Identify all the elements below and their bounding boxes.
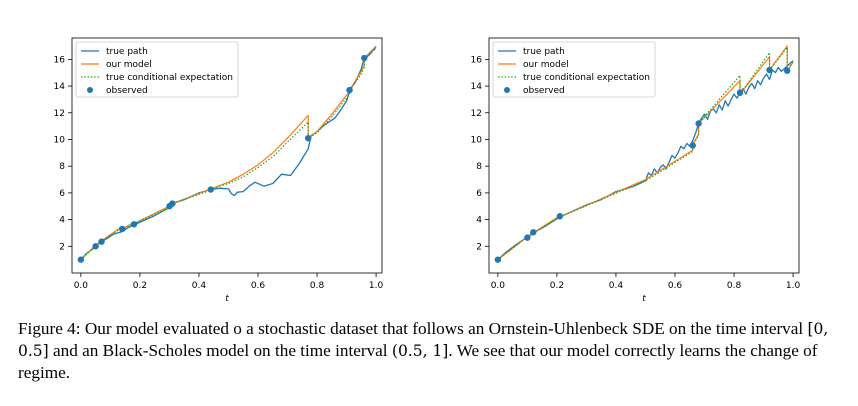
caption-part1: Our model evaluated o a stochastic datas… — [84, 319, 804, 338]
x-tick-label: 0.8 — [310, 281, 325, 291]
x-tick-label: 0.8 — [727, 281, 742, 291]
chart-panel-1: 0.0 0.2 0.4 0.6 0.8 1.0 2 4 6 8 10 12 14 16 t true path… — [54, 37, 384, 304]
legend: true path our model true conditional expec… — [75, 41, 239, 98]
legend-box — [492, 41, 656, 98]
x-axis-label: t — [225, 294, 229, 304]
y-tick-label: 2 — [476, 242, 482, 252]
figure-panels: 0.0 0.2 0.4 0.6 0.8 1.0 2 4 6 8 10 12 14 16 t true path… — [54, 37, 801, 304]
observed-point — [783, 67, 791, 74]
caption-part3: . We see that our model correctly learns… — [18, 341, 818, 382]
observed-point — [77, 256, 85, 263]
plot-frame — [488, 37, 800, 274]
plot-frame — [71, 37, 383, 274]
observed-point — [556, 213, 564, 220]
legend-label: our model — [523, 60, 569, 70]
y-tick-label: 16 — [54, 55, 66, 65]
x-tick-label: 0.6 — [668, 281, 683, 291]
chart-panel-2: 0.0 0.2 0.4 0.6 0.8 1.0 2 4 6 8 10 12 14 16 t true path… — [471, 37, 801, 304]
legend-label: our model — [106, 60, 152, 70]
legend-box — [75, 41, 239, 98]
legend-marker-observed — [87, 87, 93, 93]
x-tick-label: 0.6 — [251, 281, 266, 291]
observed-point — [169, 200, 176, 207]
legend-label: observed — [523, 86, 565, 96]
observed-point — [346, 86, 353, 94]
y-tick-label: 14 — [471, 82, 483, 92]
x-tick-label: 0.4 — [609, 281, 624, 291]
y-tick-label: 10 — [471, 135, 483, 145]
figure-caption: Figure 4: Our model evaluated o a stocha… — [18, 318, 848, 384]
observed-point — [118, 225, 126, 233]
observed-point — [361, 54, 368, 62]
y-tick-label: 8 — [476, 162, 482, 172]
y-tick-label: 14 — [54, 82, 66, 92]
observed-point — [92, 243, 99, 250]
x-tick-label: 0.2 — [133, 281, 147, 291]
observed-point — [736, 89, 744, 96]
observed-point — [524, 234, 531, 241]
x-tick-label: 0.0 — [491, 281, 506, 291]
y-tick-label: 6 — [476, 189, 482, 199]
legend: true path our model true conditional expec… — [492, 41, 656, 98]
legend-label: true path — [523, 47, 565, 57]
x-axis-label: t — [642, 294, 646, 304]
legend-label: observed — [106, 86, 148, 96]
legend-label: true path — [106, 47, 148, 57]
x-tick-label: 1.0 — [369, 281, 384, 291]
y-tick-label: 8 — [59, 162, 65, 172]
x-tick-label: 0.4 — [192, 281, 207, 291]
legend-label: true conditional expectation — [523, 73, 650, 83]
y-tick-label: 2 — [59, 242, 65, 252]
caption-part2: and an Black-Scholes model on the time i… — [53, 341, 388, 360]
observed-point — [530, 229, 537, 236]
x-tick-label: 0.0 — [74, 281, 89, 291]
caption-interval-bs: (0.5, 1] — [391, 342, 449, 360]
y-tick-label: 10 — [54, 135, 66, 145]
y-tick-label: 4 — [476, 216, 482, 226]
observed-point — [766, 66, 773, 74]
observed-point — [689, 142, 696, 149]
y-tick-label: 4 — [59, 216, 65, 226]
observed-point — [207, 186, 214, 193]
observed-point — [130, 221, 138, 228]
observed-point — [98, 238, 105, 245]
x-tick-label: 0.2 — [550, 281, 564, 291]
legend-marker-observed — [504, 87, 510, 93]
caption-label: Figure 4: — [18, 319, 81, 338]
x-tick-label: 1.0 — [786, 281, 801, 291]
observed-point — [494, 256, 502, 263]
caption-interval-ou: [0, 0.5] — [18, 320, 829, 360]
y-tick-label: 16 — [471, 55, 483, 65]
legend-label: true conditional expectation — [106, 73, 233, 83]
y-tick-label: 12 — [54, 109, 65, 119]
observed-point — [695, 120, 702, 127]
y-tick-label: 12 — [471, 109, 482, 119]
observed-point — [304, 134, 312, 142]
y-tick-label: 6 — [59, 189, 65, 199]
